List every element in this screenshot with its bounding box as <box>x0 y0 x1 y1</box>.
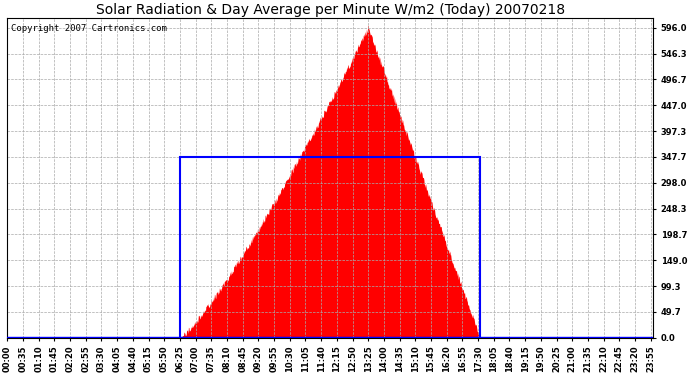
Title: Solar Radiation & Day Average per Minute W/m2 (Today) 20070218: Solar Radiation & Day Average per Minute… <box>95 3 564 17</box>
Bar <box>180 157 480 338</box>
Text: Copyright 2007 Cartronics.com: Copyright 2007 Cartronics.com <box>10 24 166 33</box>
